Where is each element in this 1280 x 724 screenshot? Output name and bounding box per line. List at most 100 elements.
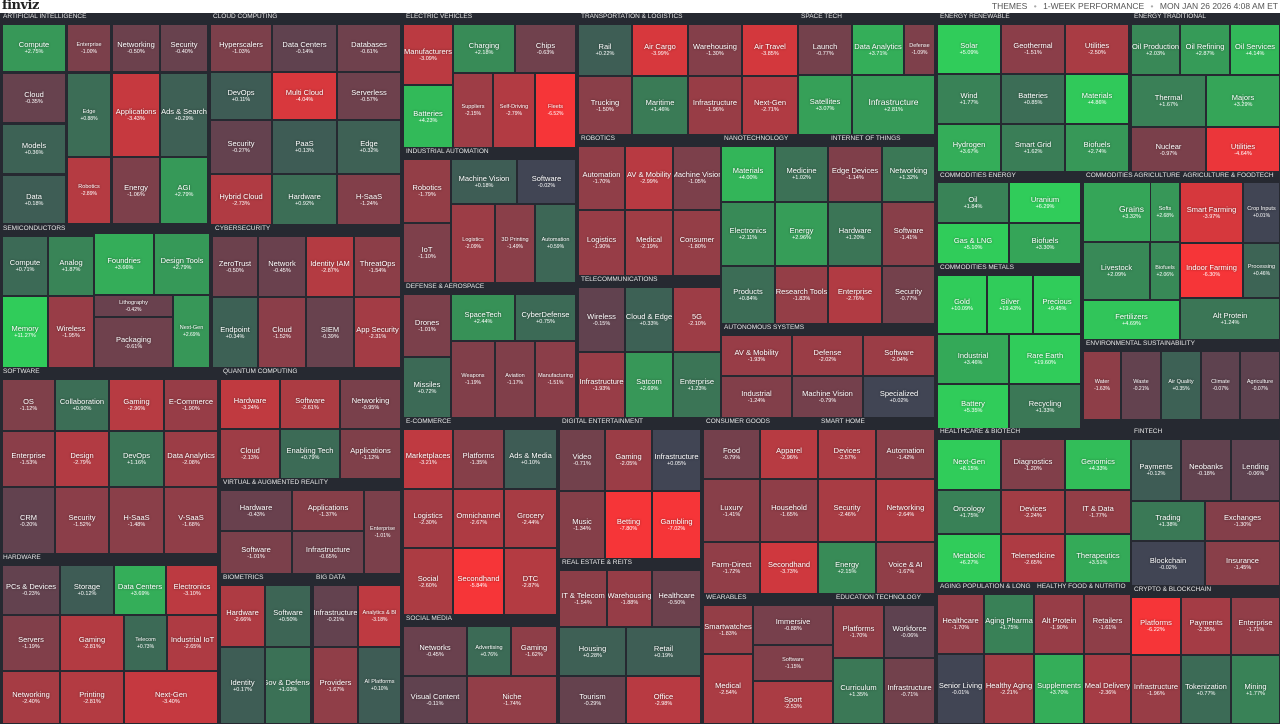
- sector-header[interactable]: BIOMETRICS: [223, 574, 264, 581]
- sector-header[interactable]: COMMODITIES AGRICULTURE: [1086, 172, 1180, 179]
- theme-tile-wireless[interactable]: Wireless -1.95%: [48, 296, 94, 368]
- theme-tile-rail[interactable]: Rail +0.22%: [578, 24, 632, 76]
- theme-tile-next-gen[interactable]: Next-Gen -3.40%: [124, 671, 218, 724]
- theme-tile-networks[interactable]: Networks -0.45%: [403, 626, 467, 676]
- theme-tile-endpoint[interactable]: Endpoint +0.34%: [212, 297, 258, 368]
- sector-header[interactable]: CRYPTO & BLOCKCHAIN: [1134, 586, 1212, 593]
- theme-tile-voice-and-ai[interactable]: Voice & AI -1.67%: [876, 542, 935, 594]
- theme-tile-electronics[interactable]: Electronics -3.10%: [166, 565, 218, 615]
- theme-tile-precious[interactable]: Precious +9.45%: [1033, 275, 1081, 334]
- theme-tile-meal-delivery[interactable]: Meal Delivery -2.36%: [1084, 654, 1131, 724]
- theme-tile-genomics[interactable]: Genomics +4.33%: [1065, 439, 1131, 490]
- theme-tile-data-centers[interactable]: Data Centers -0.14%: [272, 24, 337, 72]
- theme-tile-edge[interactable]: Edge +0.88%: [67, 73, 111, 157]
- theme-tile-video[interactable]: Video -0.71%: [559, 429, 605, 491]
- theme-tile-batteries[interactable]: Batteries +0.85%: [1001, 74, 1065, 124]
- theme-tile-infrastructure[interactable]: Infrastructure -0.65%: [292, 531, 364, 574]
- theme-tile-automation[interactable]: Automation -1.70%: [578, 146, 625, 210]
- theme-tile-social[interactable]: Social -2.60%: [403, 548, 453, 615]
- theme-tile-logistics[interactable]: Logistics -2.30%: [403, 489, 453, 548]
- theme-tile-devops[interactable]: DevOps +1.16%: [109, 431, 164, 487]
- sector-header[interactable]: CLOUD COMPUTING: [213, 13, 278, 20]
- sector-header[interactable]: SEMICONDUCTORS: [3, 225, 66, 232]
- theme-tile-logistics[interactable]: Logistics -2.09%: [451, 204, 495, 283]
- theme-tile-alt-protein[interactable]: Alt Protein -1.90%: [1034, 594, 1084, 654]
- theme-tile-analytics-and-bi[interactable]: Analytics & BI -3.18%: [358, 585, 401, 647]
- theme-tile-defense[interactable]: Defense -1.09%: [904, 24, 935, 75]
- theme-tile-agi[interactable]: AGI +2.79%: [160, 157, 208, 224]
- theme-tile-ai-platforms[interactable]: AI Platforms +0.10%: [358, 647, 401, 724]
- theme-tile-secondhand[interactable]: Secondhand -5.84%: [453, 548, 504, 615]
- theme-tile-medicine[interactable]: Medicine +1.02%: [775, 146, 828, 202]
- sector-header[interactable]: AGRICULTURE & FOODTECH: [1183, 172, 1274, 179]
- theme-tile-lending[interactable]: Lending -0.06%: [1231, 439, 1280, 501]
- theme-tile-applications[interactable]: Applications -1.37%: [292, 490, 364, 531]
- theme-tile-medical[interactable]: Medical -2.54%: [703, 654, 753, 724]
- theme-tile-platforms[interactable]: Platforms -1.35%: [453, 429, 504, 489]
- theme-tile-automation[interactable]: Automation +0.59%: [535, 204, 576, 283]
- theme-tile-e-commerce[interactable]: E-Commerce -1.90%: [164, 379, 218, 431]
- theme-tile-it-and-data[interactable]: IT & Data -1.77%: [1065, 490, 1131, 534]
- theme-tile-softs[interactable]: Softs +2.68%: [1150, 182, 1180, 242]
- theme-tile-electronics[interactable]: Electronics +2.11%: [721, 202, 775, 266]
- sector-header[interactable]: ARTIFICIAL INTELLIGENCE: [3, 13, 87, 20]
- theme-tile-gaming[interactable]: Gaming -2.96%: [109, 379, 164, 431]
- theme-tile-next-gen[interactable]: Next-Gen +8.15%: [937, 439, 1001, 490]
- theme-tile-household[interactable]: Household -1.65%: [760, 479, 818, 542]
- theme-tile-infrastructure[interactable]: Infrastructure -1.96%: [1131, 655, 1181, 724]
- theme-tile-industrial[interactable]: Industrial +3.46%: [937, 334, 1009, 384]
- theme-tile-grocery[interactable]: Grocery -2.44%: [504, 489, 557, 548]
- theme-tile-devops[interactable]: DevOps +0.11%: [210, 72, 272, 120]
- theme-tile-software[interactable]: Software -0.02%: [517, 159, 576, 204]
- theme-tile-infrastructure[interactable]: Infrastructure -1.93%: [578, 352, 625, 418]
- theme-tile-analog[interactable]: Analog +1.87%: [48, 236, 94, 296]
- theme-tile-solar[interactable]: Solar +5.09%: [937, 24, 1001, 74]
- theme-tile-paas[interactable]: PaaS +0.13%: [272, 120, 337, 174]
- sector-header[interactable]: HEALTHCARE & BIOTECH: [940, 428, 1021, 435]
- sector-header[interactable]: BIG DATA: [316, 574, 346, 581]
- theme-tile-uranium[interactable]: Uranium +6.29%: [1009, 182, 1081, 223]
- theme-tile-multi-cloud[interactable]: Multi Cloud -4.04%: [272, 72, 337, 120]
- theme-tile-biofuels[interactable]: Biofuels +3.30%: [1009, 223, 1081, 264]
- finviz-logo[interactable]: finviz: [2, 0, 39, 13]
- theme-tile-infrastructure[interactable]: Infrastructure +2.81%: [852, 75, 935, 135]
- theme-tile-satcom[interactable]: Satcom +2.69%: [625, 352, 673, 418]
- theme-tile-smartwatches[interactable]: Smartwatches -1.83%: [703, 605, 753, 654]
- theme-tile-aviation[interactable]: Aviation -1.17%: [495, 341, 535, 418]
- theme-tile-models[interactable]: Models +0.36%: [2, 124, 66, 174]
- theme-tile-wind[interactable]: Wind +1.77%: [937, 74, 1001, 124]
- theme-tile-rare-earth[interactable]: Rare Earth +19.60%: [1009, 334, 1081, 384]
- theme-tile-zerotrust[interactable]: ZeroTrust -0.50%: [212, 236, 258, 297]
- sector-header[interactable]: CONSUMER GOODS: [706, 418, 770, 425]
- sector-header[interactable]: HARDWARE: [3, 554, 41, 561]
- theme-tile-geothermal[interactable]: Geothermal -1.51%: [1001, 24, 1065, 74]
- sector-header[interactable]: NANOTECHNOLOGY: [724, 135, 789, 142]
- theme-tile-tokenization[interactable]: Tokenization +0.77%: [1181, 655, 1231, 724]
- theme-tile-applications[interactable]: Applications -3.43%: [112, 73, 160, 157]
- theme-tile-medical[interactable]: Medical -2.19%: [625, 210, 673, 276]
- theme-tile-compute[interactable]: Compute +0.71%: [2, 236, 48, 296]
- theme-tile-mining[interactable]: Mining +1.77%: [1231, 655, 1280, 724]
- theme-tile-majors[interactable]: Majors +3.29%: [1206, 75, 1280, 127]
- theme-tile-cloud-and-edge[interactable]: Cloud & Edge +0.33%: [625, 287, 673, 352]
- theme-tile-machine-vision[interactable]: Machine Vision -0.79%: [792, 376, 863, 418]
- sector-header[interactable]: DEFENSE & AEROSPACE: [406, 283, 485, 290]
- theme-tile-gas-and-lng[interactable]: Gas & LNG +5.10%: [937, 223, 1009, 264]
- theme-tile-security[interactable]: Security -0.40%: [160, 24, 208, 72]
- theme-tile-hydrogen[interactable]: Hydrogen +3.67%: [937, 124, 1001, 172]
- theme-tile-telemedicine[interactable]: Telemedicine -2.65%: [1001, 534, 1065, 583]
- theme-tile-fertilizers[interactable]: Fertilizers +4.69%: [1083, 300, 1180, 340]
- theme-tile-servers[interactable]: Servers -1.19%: [2, 615, 60, 671]
- theme-tile-hardware[interactable]: Hardware +0.92%: [272, 174, 337, 225]
- theme-tile-cyberdefense[interactable]: CyberDefense +0.75%: [515, 294, 576, 341]
- theme-tile-enterprise[interactable]: Enterprise -1.00%: [67, 24, 111, 72]
- theme-tile-apparel[interactable]: Apparel -2.96%: [760, 429, 818, 479]
- theme-tile-data-centers[interactable]: Data Centers +3.69%: [114, 565, 166, 615]
- theme-tile-music[interactable]: Music -1.34%: [559, 491, 605, 559]
- theme-tile-spacetech[interactable]: SpaceTech +2.44%: [451, 294, 515, 341]
- theme-tile-products[interactable]: Products +0.84%: [721, 266, 775, 324]
- theme-tile-missiles[interactable]: Missiles +0.72%: [403, 357, 451, 418]
- theme-tile-hardware[interactable]: Hardware +1.20%: [828, 202, 882, 266]
- theme-tile-utilities[interactable]: Utilities -4.64%: [1206, 127, 1280, 172]
- theme-tile-energy[interactable]: Energy -1.06%: [112, 157, 160, 224]
